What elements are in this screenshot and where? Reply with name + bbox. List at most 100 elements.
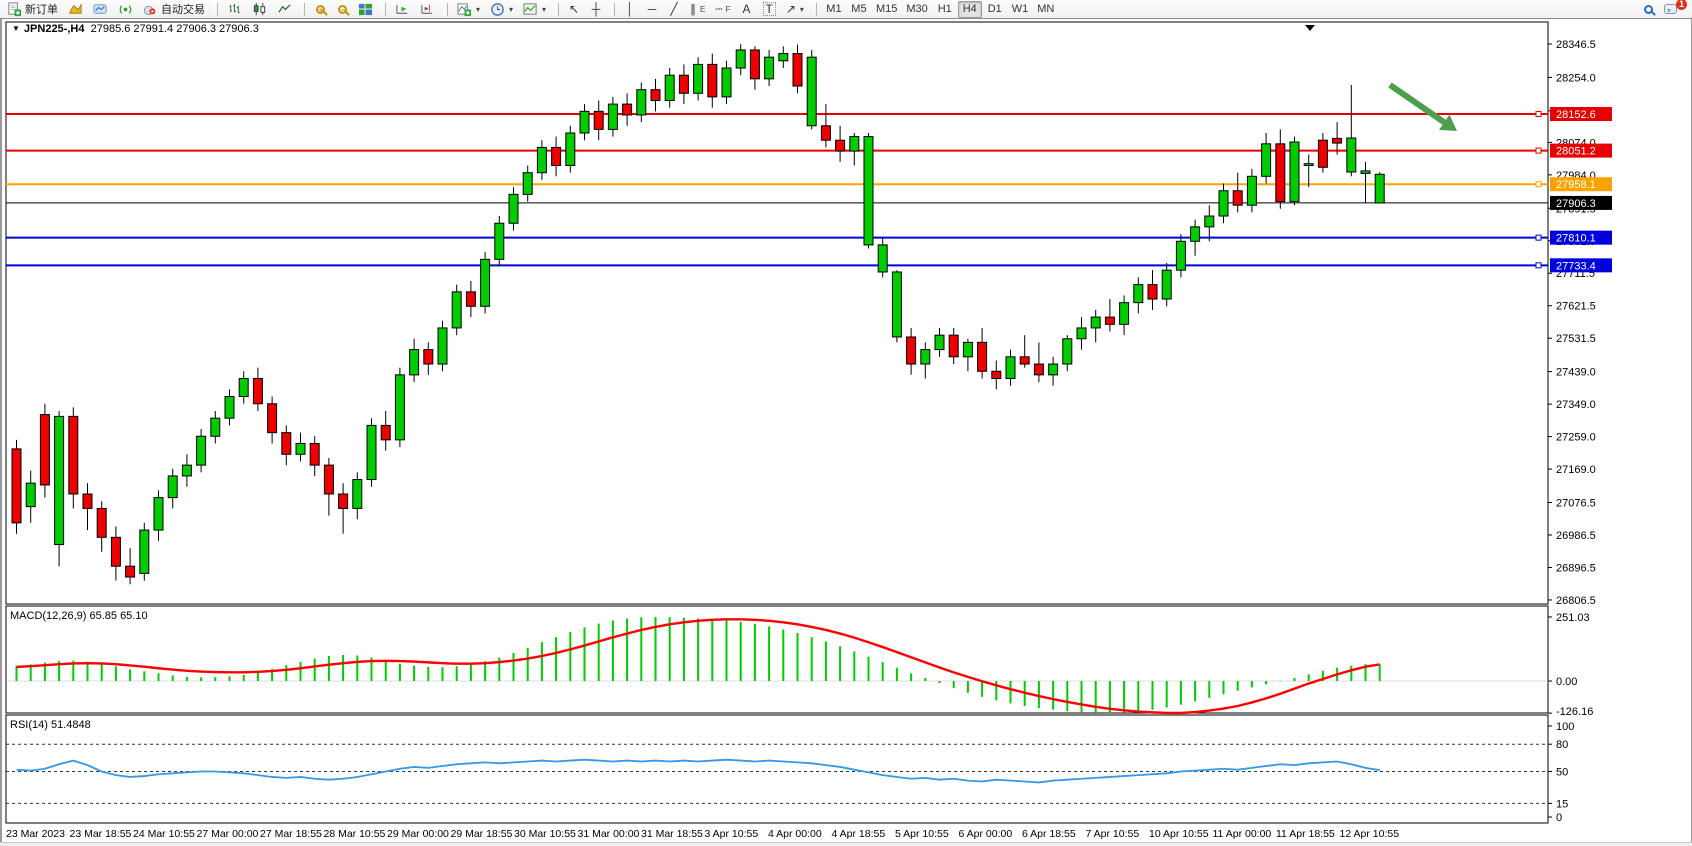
candle-body[interactable]: [792, 53, 803, 87]
candle-body[interactable]: [565, 132, 576, 166]
level-handle[interactable]: [1535, 234, 1542, 241]
candle-body[interactable]: [125, 565, 136, 578]
candle-body[interactable]: [1048, 363, 1059, 376]
candle-body[interactable]: [1218, 190, 1229, 217]
candle-body[interactable]: [1175, 240, 1186, 271]
candle-body[interactable]: [536, 146, 547, 174]
candle-body[interactable]: [820, 125, 831, 141]
candle-body[interactable]: [380, 424, 391, 441]
timeframe-button-H4[interactable]: H4: [957, 0, 982, 18]
candle-body[interactable]: [1033, 363, 1044, 376]
bar-chart-button[interactable]: [223, 1, 246, 18]
candle-body[interactable]: [920, 349, 931, 365]
candle-body[interactable]: [338, 493, 349, 509]
candle-body[interactable]: [1246, 175, 1257, 206]
timeframe-button-W1[interactable]: W1: [1011, 3, 1029, 15]
candle-body[interactable]: [210, 417, 221, 437]
level-handle[interactable]: [1535, 111, 1542, 117]
trend-arrow-annotation[interactable]: [1388, 82, 1457, 131]
candle-body[interactable]: [1019, 356, 1030, 365]
candle-body[interactable]: [196, 435, 207, 466]
candle-body[interactable]: [295, 442, 306, 455]
auto-scroll-button[interactable]: [391, 1, 414, 18]
candle-body[interactable]: [622, 103, 633, 116]
candle-body[interactable]: [735, 49, 746, 69]
chart-window[interactable]: 28346.528254.028161.528074.027984.027891…: [0, 19, 1692, 842]
candle-body[interactable]: [1076, 327, 1087, 340]
candle-body[interactable]: [1119, 302, 1130, 325]
candle-body[interactable]: [494, 222, 505, 260]
candle-body[interactable]: [579, 110, 590, 134]
candle-body[interactable]: [991, 370, 1002, 379]
candle-body[interactable]: [1147, 284, 1158, 300]
candle-body[interactable]: [977, 341, 988, 372]
new-order-button[interactable]: 新订单: [3, 1, 62, 18]
main-chart-panel[interactable]: [5, 21, 1549, 605]
candle-body[interactable]: [1062, 338, 1073, 365]
candle-body[interactable]: [835, 139, 846, 152]
zoom-out-button[interactable]: −: [332, 1, 352, 18]
candle-body[interactable]: [778, 53, 789, 62]
candle-body[interactable]: [1289, 141, 1300, 203]
candle-body[interactable]: [1005, 356, 1016, 379]
timeframe-button-D1[interactable]: D1: [987, 3, 1002, 15]
candle-body[interactable]: [678, 74, 689, 94]
candle-body[interactable]: [423, 349, 434, 365]
chart-canvas[interactable]: 28346.528254.028161.528074.027984.027891…: [2, 19, 1692, 842]
candle-body[interactable]: [153, 497, 164, 531]
candle-body[interactable]: [480, 258, 491, 307]
horizontal-line-tool-button[interactable]: ─: [642, 1, 662, 18]
candle-body[interactable]: [650, 89, 661, 101]
broadcast-button[interactable]: [114, 1, 137, 18]
candle-body[interactable]: [465, 291, 476, 307]
timeframe-button-M1[interactable]: M1: [826, 3, 842, 15]
arrows-tool-button[interactable]: ↗ ▾: [782, 1, 808, 18]
candle-body[interactable]: [1133, 284, 1144, 304]
rsi-panel[interactable]: [5, 714, 1549, 824]
channel-tool-button[interactable]: ∥ E: [686, 1, 709, 18]
candle-body[interactable]: [309, 442, 320, 466]
candle-body[interactable]: [11, 448, 22, 524]
candle-body[interactable]: [1275, 143, 1286, 203]
candle-body[interactable]: [906, 336, 917, 365]
candle-body[interactable]: [437, 327, 448, 365]
candle-body[interactable]: [1161, 269, 1172, 300]
candle-body[interactable]: [394, 374, 405, 441]
candle-body[interactable]: [607, 103, 618, 130]
chart-shift-marker-icon[interactable]: [1305, 25, 1315, 31]
candle-body[interactable]: [1346, 137, 1357, 173]
candle-body[interactable]: [693, 63, 704, 94]
candle-body[interactable]: [96, 507, 107, 538]
candle-body[interactable]: [1190, 226, 1201, 242]
candle-body[interactable]: [281, 432, 292, 455]
trendline-tool-button[interactable]: ╱: [664, 1, 684, 18]
candle-body[interactable]: [1261, 143, 1272, 177]
candle-body[interactable]: [962, 341, 973, 358]
timeframe-button-H1[interactable]: H1: [937, 3, 952, 15]
date-axis[interactable]: 23 Mar 2023 23 Mar 18:55 24 Mar 10:55 27 Ma…: [6, 828, 1399, 840]
periods-button[interactable]: ▾: [486, 1, 517, 18]
candlestick-chart-button[interactable]: [248, 1, 271, 18]
macd-panel[interactable]: [5, 605, 1549, 714]
candle-body[interactable]: [1090, 316, 1101, 329]
candle-body[interactable]: [948, 334, 959, 358]
candle-body[interactable]: [891, 271, 902, 338]
level-handle[interactable]: [1535, 147, 1542, 154]
candle-body[interactable]: [1360, 170, 1371, 174]
candle-body[interactable]: [267, 403, 278, 434]
candle-body[interactable]: [238, 377, 249, 398]
search-button[interactable]: [1638, 1, 1658, 18]
candle-body[interactable]: [877, 244, 888, 273]
market-watch-button[interactable]: [89, 1, 112, 18]
indicators-button[interactable]: ▾: [453, 1, 484, 18]
candle-body[interactable]: [82, 493, 93, 509]
candle-body[interactable]: [593, 110, 604, 130]
fibonacci-tool-button[interactable]: ┄ F: [711, 1, 734, 18]
chat-button[interactable]: 1: [1660, 0, 1687, 18]
candle-body[interactable]: [252, 377, 263, 405]
text-tool-button[interactable]: A: [737, 1, 757, 18]
candle-body[interactable]: [1317, 139, 1328, 168]
timeframe-button-MN[interactable]: MN: [1037, 3, 1055, 15]
collapse-triangle-icon[interactable]: ▼: [12, 24, 20, 33]
cursor-tool-button[interactable]: ↖: [564, 1, 584, 18]
